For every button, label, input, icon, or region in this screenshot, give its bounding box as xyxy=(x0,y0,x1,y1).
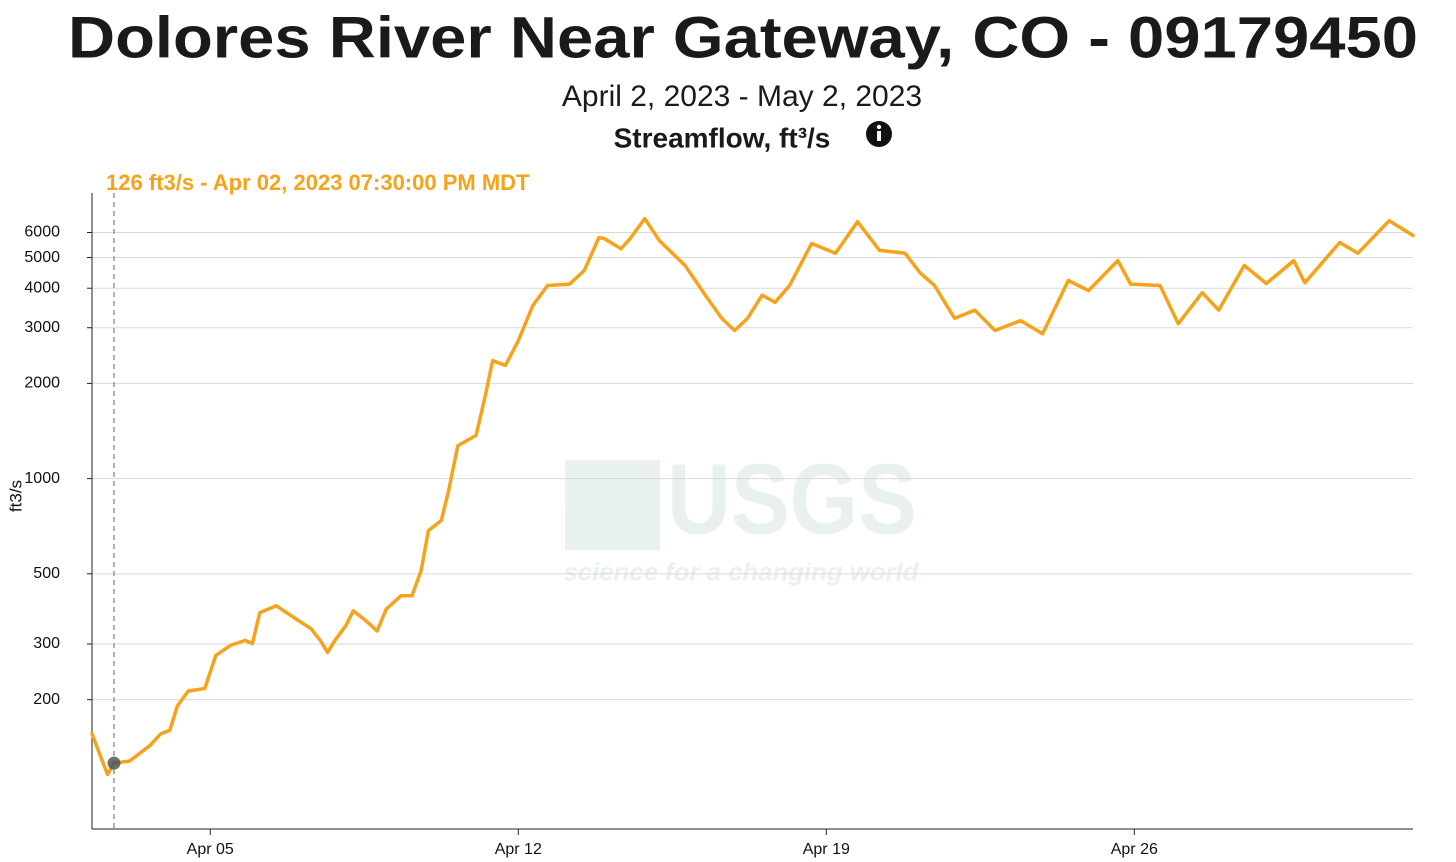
info-icon-bar xyxy=(877,131,881,141)
y-tick-label: 200 xyxy=(33,691,60,708)
y-axis-label: ft3/s xyxy=(6,480,25,512)
watermark-tagline: science for a changing world xyxy=(564,559,920,587)
chart-subtitle: April 2, 2023 - May 2, 2023 xyxy=(562,80,922,113)
cursor-marker xyxy=(107,756,121,770)
y-tick-label: 4000 xyxy=(24,279,60,296)
y-tick-label: 1000 xyxy=(24,470,60,487)
x-tick-label: Apr 19 xyxy=(803,841,850,858)
y-tick-label: 5000 xyxy=(24,249,60,266)
watermark: USGS science for a changing world xyxy=(564,443,920,586)
parameter-label: Streamflow, ft³/s xyxy=(614,122,831,153)
series-line xyxy=(90,216,1415,777)
cursor-label: 126 ft3/s - Apr 02, 2023 07:30:00 PM MDT xyxy=(106,170,530,195)
x-tick-label: Apr 26 xyxy=(1111,841,1158,858)
y-tick-label: 6000 xyxy=(24,224,60,241)
x-tick-label: Apr 12 xyxy=(495,841,542,858)
y-tick-label: 300 xyxy=(33,635,60,652)
y-tick-label: 3000 xyxy=(24,319,60,336)
watermark-logo-box xyxy=(565,460,660,550)
x-tick-label: Apr 05 xyxy=(187,841,234,858)
y-tick-label: 2000 xyxy=(24,375,60,392)
watermark-logo: USGS xyxy=(667,443,917,555)
y-tick-label: 500 xyxy=(33,565,60,582)
info-icon-dot xyxy=(876,124,882,130)
info-icon[interactable] xyxy=(866,121,892,147)
chart-title: Dolores River Near Gateway, CO - 0917945… xyxy=(68,5,1418,70)
